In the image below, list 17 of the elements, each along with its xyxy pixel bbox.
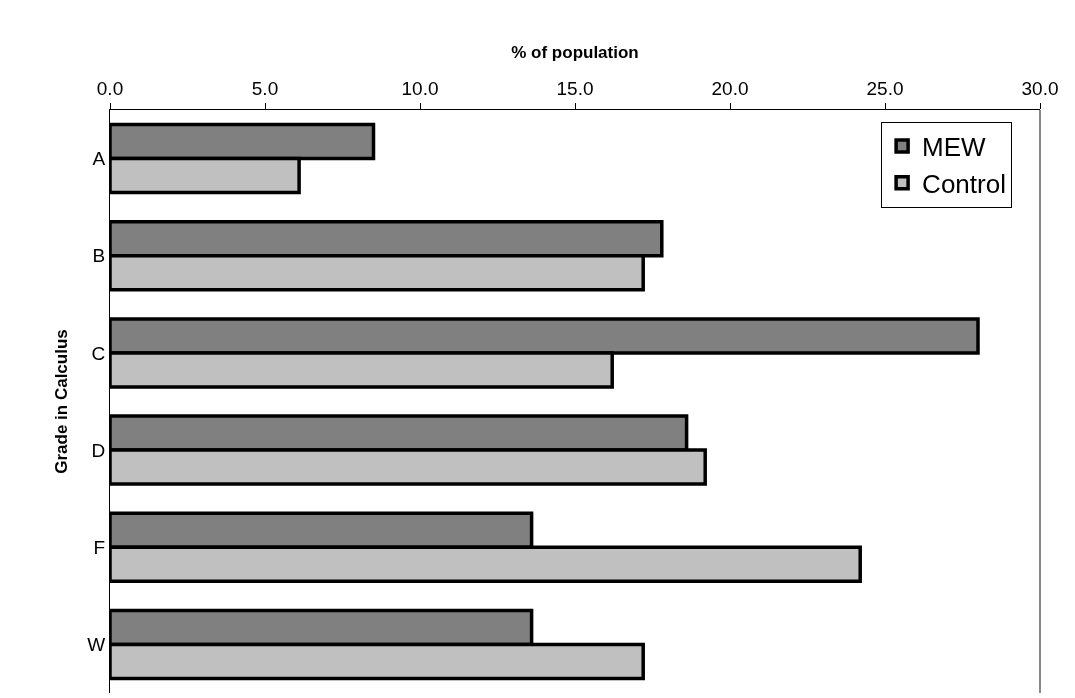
x-tick-label: 15.0	[556, 78, 594, 100]
x-tick-label: 5.0	[251, 78, 279, 100]
y-tick-label: A	[92, 148, 106, 170]
y-tick-label: C	[91, 342, 106, 364]
x-tick-label: 10.0	[401, 78, 439, 100]
y-axis-title: Grade in Calculus	[51, 329, 71, 474]
x-tick-label: 30.0	[1021, 78, 1059, 100]
x-tick-label: 20.0	[711, 78, 749, 100]
x-axis-title: % of population	[511, 42, 639, 62]
y-tick-label: F	[93, 536, 106, 558]
x-tick-label: 25.0	[866, 78, 904, 100]
x-tick-label: 0.0	[96, 78, 124, 100]
y-tick-label: B	[92, 245, 106, 267]
legend-label: MEW	[922, 132, 987, 163]
y-tick-label: W	[87, 634, 106, 656]
legend-label: Control	[922, 169, 1006, 199]
y-tick-label: D	[91, 439, 106, 461]
